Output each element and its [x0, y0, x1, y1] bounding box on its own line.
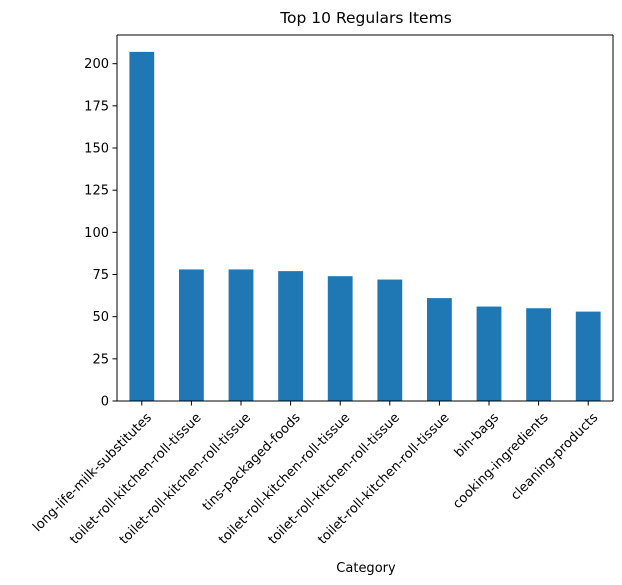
- bar: [228, 269, 254, 401]
- y-tick-label: 0: [101, 395, 109, 410]
- bar: [476, 306, 502, 401]
- y-tick-label: 100: [84, 226, 109, 241]
- bar: [278, 271, 303, 401]
- y-tick-label: 75: [92, 268, 109, 283]
- y-tick-label: 200: [84, 57, 109, 72]
- y-tick-label: 125: [84, 184, 109, 199]
- bar: [575, 311, 601, 401]
- y-tick-label: 175: [84, 99, 109, 114]
- y-tick-label: 150: [84, 142, 109, 157]
- bar: [327, 276, 353, 401]
- y-tick-label: 50: [92, 310, 109, 325]
- bar: [129, 51, 155, 402]
- chart-title: Top 10 Regulars Items: [279, 9, 452, 27]
- bar: [427, 298, 452, 401]
- x-axis-label: Category: [336, 561, 396, 576]
- y-tick-label: 25: [92, 352, 109, 367]
- bar: [377, 279, 403, 401]
- bar: [179, 269, 204, 401]
- bar: [526, 308, 551, 401]
